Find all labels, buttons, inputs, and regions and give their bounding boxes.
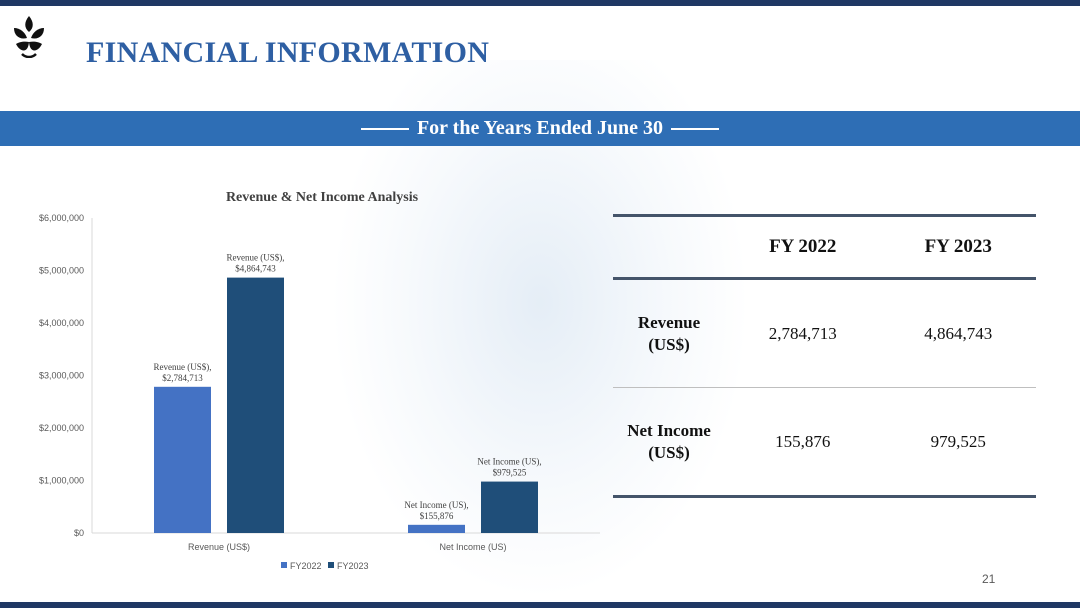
chart-title: Revenue & Net Income Analysis [226,190,419,205]
data-label: $2,784,713 [162,373,203,383]
table-header-row: FY 2022 FY 2023 [613,215,1036,279]
y-tick-label: $3,000,000 [39,371,84,381]
legend-swatch-fy2022 [281,562,287,568]
y-tick-label: $6,000,000 [39,213,84,223]
row-label-revenue: Revenue (US$) [613,279,725,388]
banner-label: For the Years Ended June 30 [416,117,664,139]
row-label-line1: Net Income [627,420,711,440]
row-label-line2: (US$) [648,334,690,354]
banner-dash-right [671,128,720,131]
y-tick-label: $1,000,000 [39,476,84,486]
bar-fy2023-0 [227,277,284,533]
y-tick-label: $0 [74,528,84,538]
table-header-empty [613,216,725,279]
data-label: $155,876 [420,511,454,521]
x-tick-label: Net Income (US) [439,542,506,552]
y-tick-label: $4,000,000 [39,318,84,328]
data-label: Net Income (US), [477,457,541,467]
legend-label-fy2022: FY2022 [290,561,322,571]
x-tick-label: Revenue (US$) [188,542,250,552]
row-label-line1: Revenue [637,312,701,332]
row-label-net-income: Net Income (US$) [613,388,725,497]
banner-text: For the Years Ended June 30 [353,117,727,140]
company-logo [14,16,44,58]
bar-fy2023-1 [481,481,538,533]
data-label: $979,525 [493,468,527,478]
y-tick-label: $5,000,000 [39,266,84,276]
legend-label-fy2023: FY2023 [337,561,369,571]
data-label: Net Income (US), [404,500,468,510]
data-label: Revenue (US$), [154,362,212,372]
data-label: Revenue (US$), [227,253,285,263]
cell-revenue-fy2023: 4,864,743 [924,323,993,343]
background-watermark [330,60,750,600]
revenue-net-income-chart: Revenue & Net Income Analysis $0 $1,000,00… [0,180,610,580]
banner-dash-left [360,128,409,131]
table-row-net-income: Net Income (US$) 155,876 979,525 [613,388,1036,497]
cell-revenue-fy2022: 2,784,713 [768,323,837,343]
table-header-fy2023: FY 2023 [924,236,992,257]
period-banner: For the Years Ended June 30 [0,111,1080,146]
row-label-line2: (US$) [648,442,690,462]
bar-fy2022-1 [408,524,465,533]
financial-table: FY 2022 FY 2023 Revenue (US$) 2,784,713 … [613,214,1036,498]
page-title: FINANCIAL INFORMATION [86,36,490,69]
legend-swatch-fy2023 [328,562,334,568]
data-label: $4,864,743 [235,264,276,274]
page-number: 21 [982,572,996,586]
table-row-revenue: Revenue (US$) 2,784,713 4,864,743 [613,279,1036,388]
y-tick-label: $2,000,000 [39,423,84,433]
cell-net-income-fy2022: 155,876 [775,431,831,451]
top-accent-bar [0,0,1080,6]
bottom-accent-bar [0,602,1080,608]
table-header-fy2022: FY 2022 [769,236,837,257]
chart-canvas: Revenue & Net Income Analysis $0 $1,000,00… [39,190,600,571]
bar-fy2022-0 [154,386,211,533]
cell-net-income-fy2023: 979,525 [930,431,986,451]
